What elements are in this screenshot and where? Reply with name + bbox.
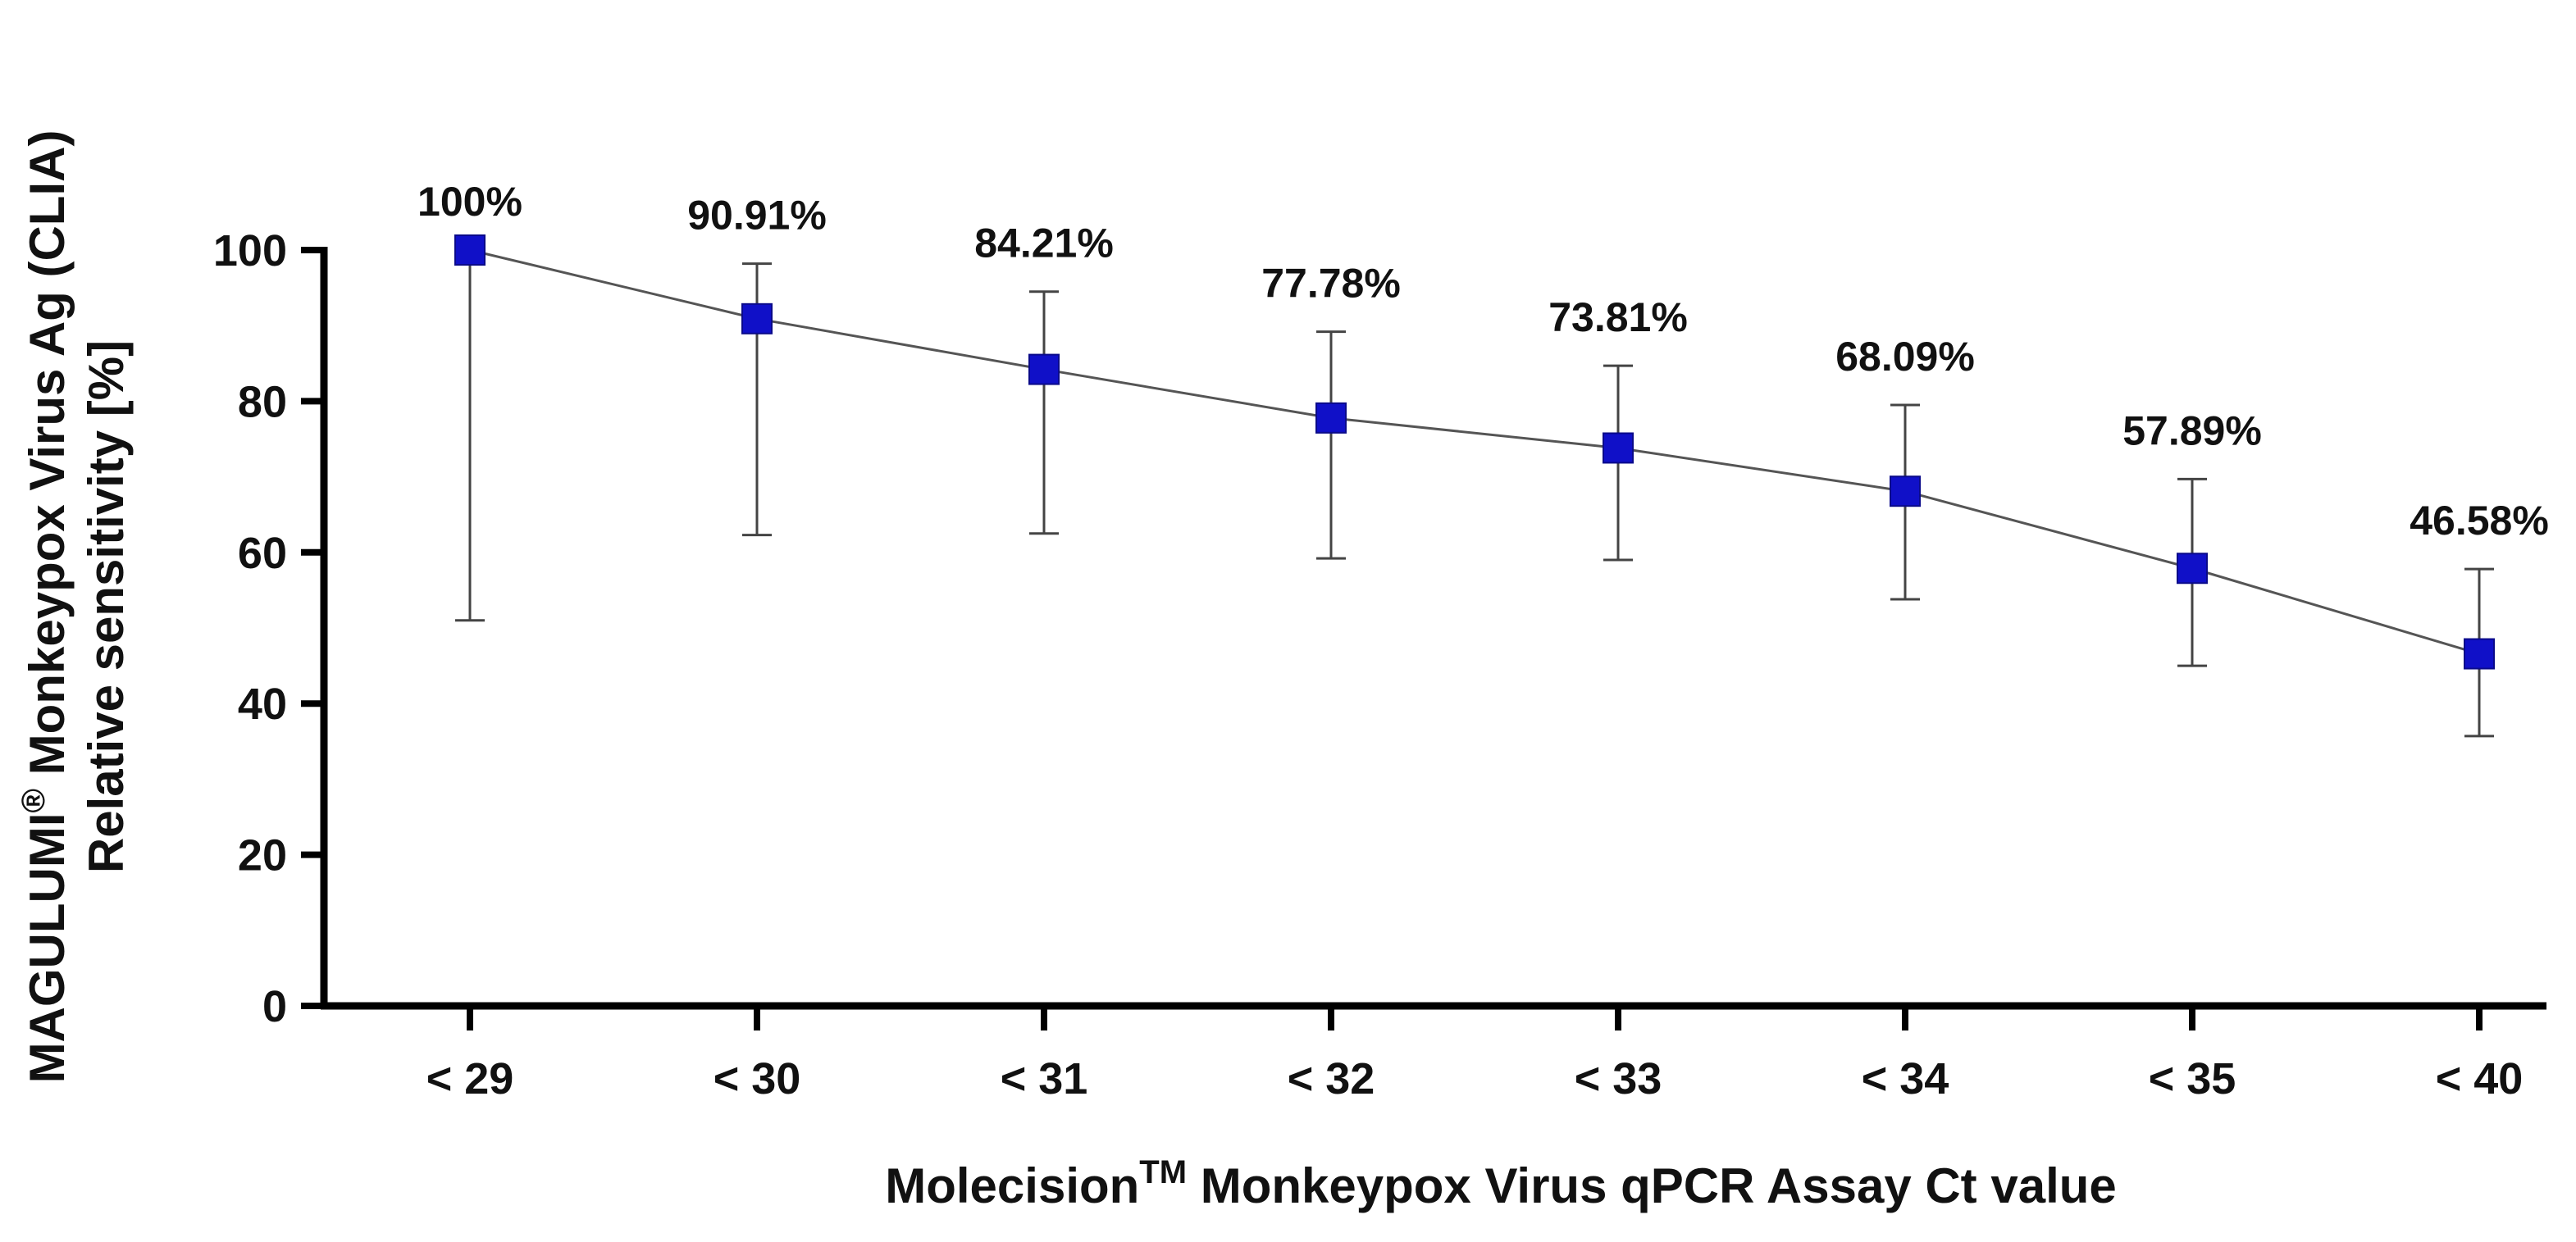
data-label: 46.58%	[2410, 498, 2549, 544]
x-tick-label: < 35	[2149, 1054, 2236, 1103]
x-axis-title: MolecisionTM Monkeypox Virus qPCR Assay …	[885, 1154, 2117, 1213]
y-tick-label: 20	[238, 831, 287, 880]
data-label: 68.09%	[1835, 334, 1975, 380]
data-label: 84.21%	[974, 221, 1114, 266]
series-line	[469, 248, 2480, 655]
data-point-marker[interactable]	[1028, 353, 1060, 385]
data-point-marker[interactable]	[741, 303, 773, 334]
x-axis-title-superscript: TM	[1139, 1154, 1187, 1190]
data-label: 73.81%	[1548, 294, 1688, 340]
data-point-marker[interactable]	[1315, 402, 1347, 434]
data-label: 57.89%	[2122, 407, 2262, 453]
y-axis-title-superscript: ®	[16, 789, 52, 812]
y-axis-title-line1: MAGULUMI® Monkeypox Virus Ag (CLIA)	[16, 130, 75, 1084]
x-tick-label: < 33	[1575, 1054, 1662, 1103]
data-label: 100%	[417, 179, 522, 225]
data-label: 77.78%	[1261, 261, 1401, 307]
data-point-marker[interactable]	[454, 234, 486, 266]
data-point-marker[interactable]	[2177, 553, 2208, 585]
y-axis-title-rest: Monkeypox Virus Ag (CLIA)	[20, 130, 75, 789]
y-axis-title-line2: Relative sensitivity [%]	[79, 340, 134, 873]
y-tick-label: 80	[238, 377, 287, 426]
data-point-marker[interactable]	[1890, 475, 1921, 507]
data-point-marker[interactable]	[2464, 638, 2495, 670]
x-tick-label: < 29	[426, 1054, 514, 1103]
x-tick-label: < 32	[1288, 1054, 1375, 1103]
x-tick-label: < 30	[714, 1054, 801, 1103]
y-tick-label: 40	[238, 680, 287, 729]
y-axis-title-main: MAGULUMI	[20, 812, 75, 1083]
data-label: 90.91%	[687, 193, 827, 239]
y-tick-label: 100	[213, 226, 287, 275]
x-axis-title-rest: Monkeypox Virus qPCR Assay Ct value	[1187, 1158, 2117, 1213]
x-tick-label: < 31	[1001, 1054, 1088, 1103]
x-tick-label: < 40	[2436, 1054, 2524, 1103]
y-tick-label: 60	[238, 529, 287, 578]
data-point-marker[interactable]	[1603, 432, 1634, 464]
x-tick-label: < 34	[1862, 1054, 1949, 1103]
y-tick-label: 0	[262, 982, 287, 1031]
x-axis-title-main: Molecision	[885, 1158, 1139, 1213]
